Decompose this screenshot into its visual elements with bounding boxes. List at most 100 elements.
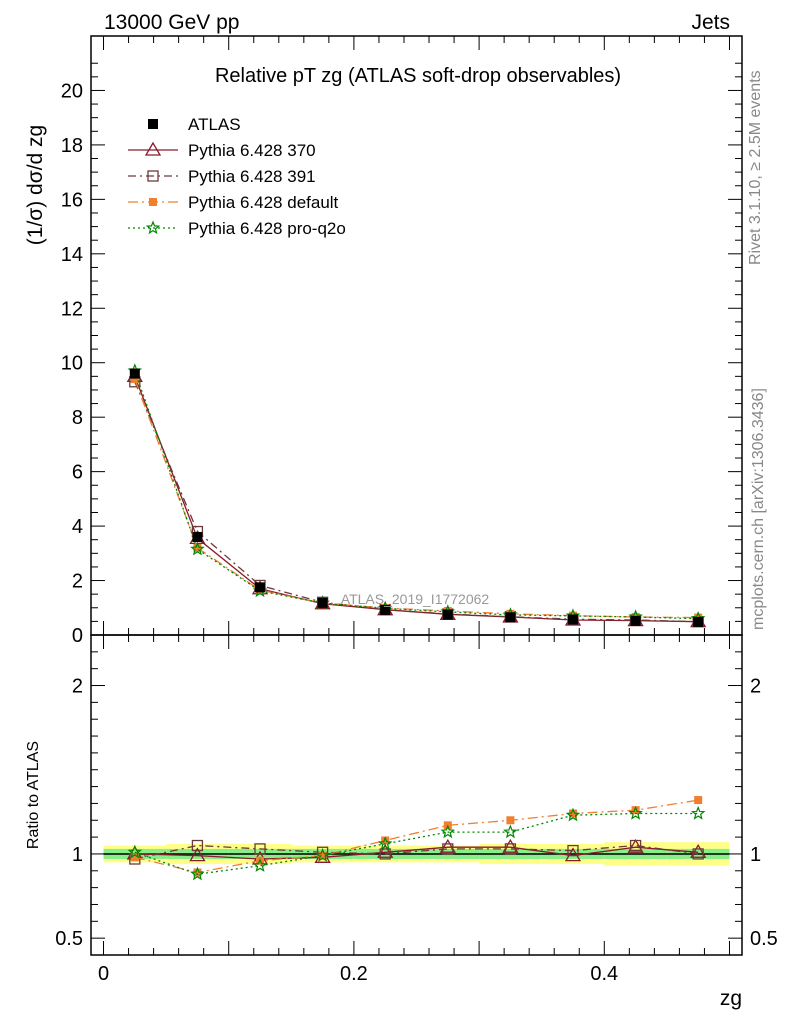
- ratio-data-point: [628, 805, 643, 820]
- series-line: [134, 376, 699, 623]
- ratio-data-point: [318, 851, 327, 860]
- ratio-data-point: [692, 848, 704, 860]
- y-tick-label: 10: [61, 353, 83, 375]
- data-point: [317, 597, 328, 608]
- ratio-data-point: [690, 843, 707, 858]
- data-point: [192, 531, 203, 542]
- series-pythia-6-428-default: [130, 375, 703, 622]
- ratio-y-tick-label-right: 2: [750, 676, 761, 698]
- ratio-plot-frame: [90, 634, 743, 956]
- ratio-data-point: [565, 807, 581, 822]
- main-plot-panel: 0 2 4 6 8 10 12 14 16 18 20: [61, 35, 743, 647]
- data-point: [193, 543, 202, 552]
- ratio-data-point: [254, 843, 266, 855]
- ratio-data-point: [690, 805, 706, 820]
- y-tick-label: 16: [61, 189, 83, 211]
- legend-marker: [149, 198, 157, 206]
- legend-label: Pythia 6.428 pro-q2o: [188, 219, 346, 238]
- legend-item: Pythia 6.428 370: [128, 141, 316, 160]
- legend-item: ATLAS: [148, 115, 241, 134]
- ratio-data-point: [631, 806, 640, 815]
- ratio-series-line: [134, 846, 699, 860]
- ratio-y-tick-label: 2: [72, 676, 83, 698]
- side-label-top: Rivet 3.1.10, ≥ 2.5M events: [747, 70, 764, 265]
- analysis-watermark: ATLAS_2019_I1772062: [341, 591, 490, 607]
- y-tick-label: 8: [72, 407, 83, 429]
- ratio-data-point: [379, 848, 391, 860]
- ratio-data-point: [629, 839, 642, 852]
- legend: ATLAS Pythia 6.428 370 Pythia 6.428 391 Pyt…: [128, 115, 346, 238]
- data-point: [505, 612, 516, 623]
- main-title: Relative pT zg (ATLAS soft-drop observab…: [215, 65, 621, 87]
- legend-marker: [144, 141, 162, 156]
- data-point: [630, 615, 641, 626]
- data-point: [442, 609, 453, 620]
- y-tick-label: 18: [61, 135, 83, 157]
- ratio-data-point: [567, 844, 579, 857]
- header-left: 13000 GeV pp: [104, 11, 239, 34]
- ratio-data-point: [381, 836, 390, 845]
- legend-label: Pythia 6.428 default: [188, 193, 339, 212]
- legend-item: Pythia 6.428 default: [128, 193, 339, 212]
- ratio-data-point: [564, 847, 582, 862]
- legend-item: Pythia 6.428 391: [128, 167, 316, 186]
- x-tick-label: 0.4: [590, 963, 618, 985]
- legend-label: Pythia 6.428 391: [188, 167, 316, 186]
- ratio-data-point: [189, 847, 206, 862]
- legend-marker: [148, 119, 158, 129]
- legend-item: Pythia 6.428 pro-q2o: [128, 219, 346, 238]
- y-tick-label: 14: [61, 244, 83, 266]
- series-atlas: [129, 368, 704, 627]
- data-point: [190, 541, 205, 556]
- ratio-y-tick-label: 0.5: [55, 928, 83, 950]
- ratio-data-point: [377, 843, 394, 858]
- series-pythia-6-428-370: [126, 368, 707, 628]
- ratio-data-point: [442, 843, 454, 855]
- ratio-series-line: [134, 844, 699, 860]
- legend-label: Pythia 6.428 370: [188, 141, 316, 160]
- ratio-data-point: [252, 858, 268, 872]
- ratio-data-point: [440, 824, 456, 839]
- data-point: [255, 582, 266, 593]
- side-label-bottom: mcplots.cern.ch [arXiv:1306.3436]: [750, 388, 767, 630]
- ratio-data-point: [694, 796, 703, 805]
- ratio-data-point: [130, 853, 139, 862]
- y-tick-label: 4: [72, 516, 83, 538]
- legend-marker: [145, 220, 161, 235]
- header-right: Jets: [691, 11, 730, 34]
- ratio-data-point: [504, 843, 517, 855]
- ratio-data-point: [439, 838, 456, 853]
- x-tick-label: 0: [98, 963, 109, 985]
- legend-label: ATLAS: [188, 115, 241, 134]
- x-tick-label: 0.2: [340, 963, 368, 985]
- y-tick-label: 20: [61, 80, 83, 102]
- ratio-series-pythia-6-428-pro-q2o: [127, 805, 706, 881]
- ratio-y-tick-label-right: 0.5: [750, 928, 778, 950]
- data-point: [567, 614, 578, 625]
- series-line: [134, 378, 699, 619]
- ratio-data-point: [502, 838, 519, 853]
- y-tick-label: 6: [72, 462, 83, 484]
- ratio-y-axis-label: Ratio to ATLAS: [25, 741, 42, 849]
- series-pythia-6-428-pro-q2o: [127, 363, 706, 625]
- ratio-y-tick-label-right: 1: [750, 844, 761, 866]
- ratio-y-tick-label: 1: [72, 844, 83, 866]
- ratio-data-point: [127, 844, 143, 859]
- y-tick-label: 12: [61, 298, 83, 320]
- ratio-data-point: [568, 809, 577, 818]
- data-point: [380, 604, 391, 615]
- ratio-plot-panel: 0.5 0.5 1 1 2 2 0 0.2 0.4: [55, 634, 778, 985]
- ratio-data-point: [503, 824, 518, 839]
- ratio-data-point: [377, 836, 393, 851]
- series-line: [134, 381, 699, 623]
- ratio-data-point: [315, 847, 330, 862]
- data-point: [129, 368, 140, 379]
- main-y-axis-label: (1/σ) dσ/d zg: [24, 125, 47, 245]
- series-pythia-6-428-391: [129, 376, 704, 628]
- y-tick-label: 2: [72, 571, 83, 593]
- ratio-data-point: [190, 866, 205, 881]
- x-axis-label: zg: [720, 987, 742, 1010]
- data-point: [693, 616, 704, 627]
- y-tick-label: 0: [72, 625, 83, 647]
